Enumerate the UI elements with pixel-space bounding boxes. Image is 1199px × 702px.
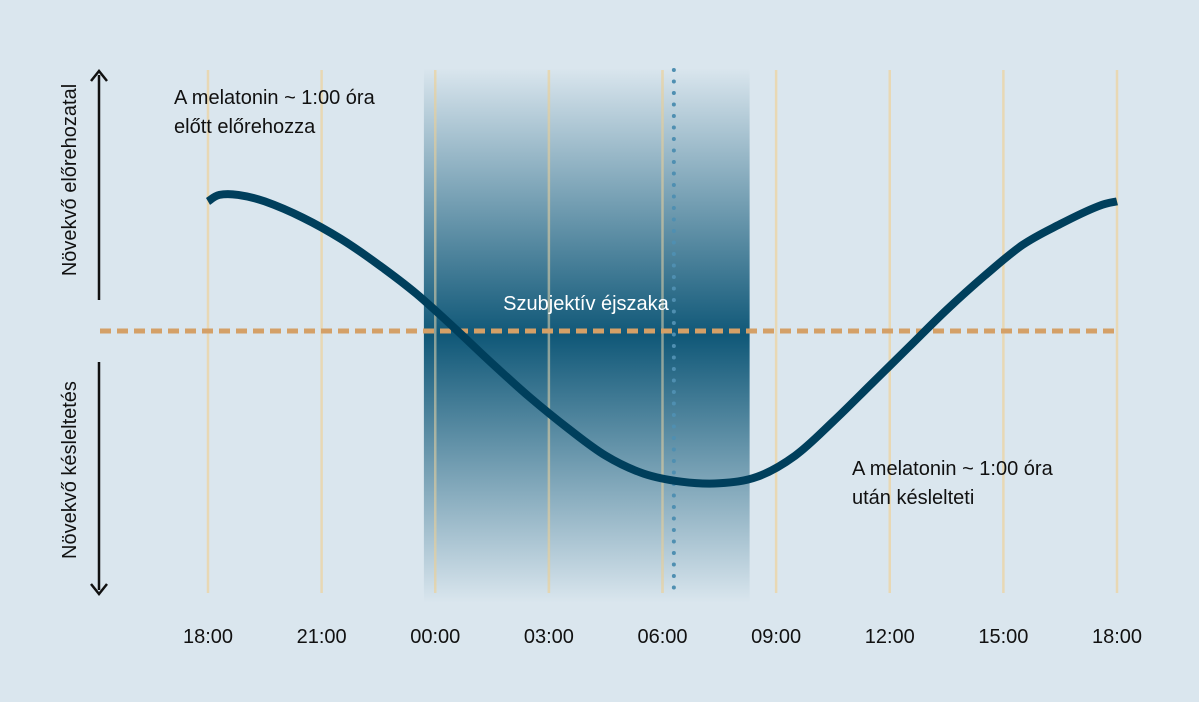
x-tick-label: 12:00	[865, 626, 915, 648]
x-tick-label: 21:00	[297, 626, 347, 648]
delay-arrowhead-icon	[90, 583, 108, 597]
x-tick-label: 06:00	[637, 626, 687, 648]
y-axis-advance: Növekvő előrehozatal	[59, 68, 108, 300]
x-axis-ticks: 18:00 21:00 00:00 03:00 06:00 09:00 12:00 15:00…	[183, 626, 1142, 648]
y-axis-delay: Növekvő késleltetés	[59, 362, 108, 597]
advance-annotation: A melatonin ~ 1:00 óra előtt előrehozza	[174, 87, 376, 138]
advance-annotation-line-2: előtt előrehozza	[174, 116, 316, 138]
x-tick-label: 18:00	[1092, 626, 1142, 648]
advance-annotation-line-1: A melatonin ~ 1:00 óra	[174, 87, 376, 109]
x-tick-label: 00:00	[410, 626, 460, 648]
phase-response-curve	[205, 190, 1118, 488]
subjective-night-band	[423, 68, 750, 603]
delay-annotation: A melatonin ~ 1:00 óra után késlelteti	[852, 458, 1054, 509]
y-axis-label-delay: Növekvő késleltetés	[59, 381, 81, 559]
night-label: Szubjektív éjszaka	[503, 293, 670, 315]
x-tick-label: 18:00	[183, 626, 233, 648]
delay-annotation-line-1: A melatonin ~ 1:00 óra	[852, 458, 1054, 480]
x-tick-label: 15:00	[978, 626, 1028, 648]
x-tick-label: 03:00	[524, 626, 574, 648]
x-tick-label: 09:00	[751, 626, 801, 648]
advance-arrowhead-icon	[90, 68, 108, 82]
delay-annotation-line-2: után késlelteti	[852, 487, 974, 509]
y-axis-label-advance: Növekvő előrehozatal	[59, 84, 81, 276]
